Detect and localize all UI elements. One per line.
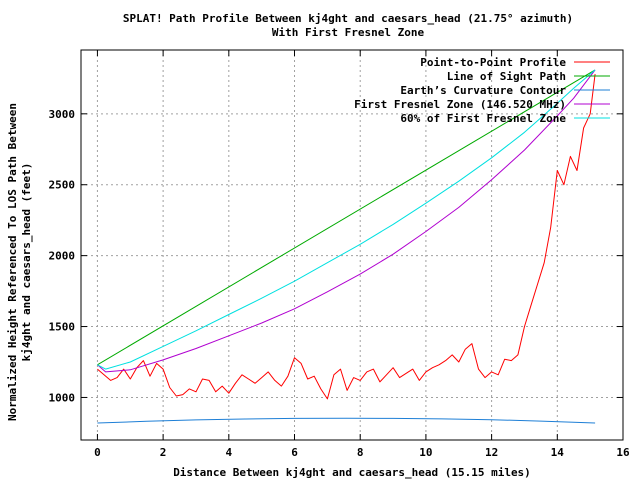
series-fresnel-60-line: [97, 69, 596, 370]
axis-ticks: 0 2 4 6 8 10 12 14 16 1000 1500 2000 2500 3000: [49, 50, 630, 459]
x-tick-label: 2: [160, 446, 167, 459]
x-tick-label: 0: [94, 446, 101, 459]
series-fresnel-zone-line: [97, 69, 596, 373]
x-tick-label: 16: [616, 446, 630, 459]
y-axis-label-line1: Normalized Height Referenced To LOS Path…: [6, 103, 19, 421]
plot-frame: [80, 49, 624, 441]
legend-label: 60% of First Fresnel Zone: [400, 112, 566, 125]
legend-label: Line of Sight Path: [447, 70, 566, 83]
y-tick-label: 2000: [49, 250, 76, 263]
y-tick-label: 1500: [49, 321, 76, 334]
chart-subtitle: With First Fresnel Zone: [272, 26, 425, 39]
y-tick-label: 1000: [49, 391, 76, 404]
y-tick-label: 2500: [49, 179, 76, 192]
series-earth-curvature-line: [97, 417, 596, 424]
chart-title: SPLAT! Path Profile Between kj4ght and c…: [123, 12, 573, 25]
y-axis-label-line2: kj4ght and caesars_head (feet): [20, 163, 33, 362]
y-tick-label: 3000: [49, 108, 76, 121]
x-tick-label: 4: [226, 446, 233, 459]
x-tick-label: 10: [419, 446, 432, 459]
grid-lines: [81, 50, 624, 440]
series-line-of-sight-line: [97, 69, 596, 366]
x-tick-label: 6: [291, 446, 298, 459]
x-tick-label: 12: [485, 446, 498, 459]
series-profile-line: [97, 74, 596, 400]
series-lines: [97, 69, 596, 424]
x-axis-label: Distance Between kj4ght and caesars_head…: [173, 466, 531, 479]
x-tick-label: 8: [357, 446, 364, 459]
legend-label: First Fresnel Zone (146.520 MHz): [354, 98, 566, 111]
x-tick-label: 14: [551, 446, 565, 459]
legend-label: Earth’s Curvature Contour: [400, 84, 566, 97]
legend-label: Point-to-Point Profile: [420, 56, 566, 69]
